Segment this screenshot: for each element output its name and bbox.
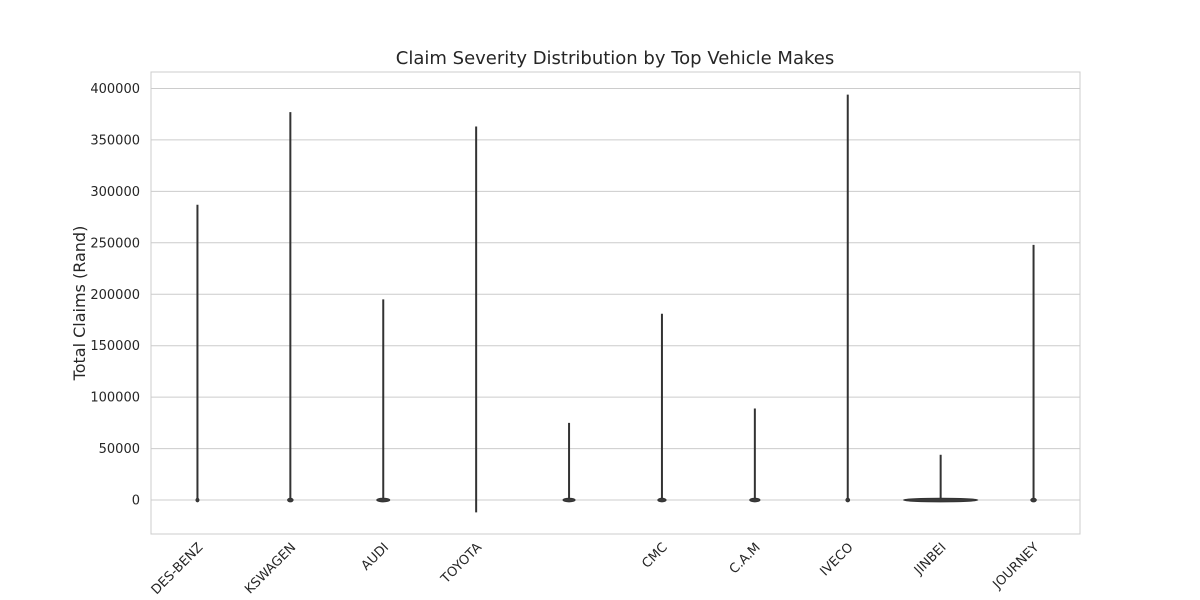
y-tick-label: 50000 [99,442,140,457]
violin [657,313,667,503]
x-tick-label: C.A.M [727,540,764,577]
violin [845,94,851,503]
violin-body [657,497,667,503]
violin [287,112,294,503]
violin-body [845,497,851,503]
violin-body [749,497,761,503]
violin [562,422,576,503]
y-ticks: 0 50000 100000 150000 200000 250000 300000 3500… [90,82,140,509]
y-tick-label: 400000 [90,82,140,97]
violins [195,94,1037,513]
x-tick-label: AUDI [359,540,392,573]
violin [902,454,979,503]
y-tick-label: 300000 [90,185,140,200]
y-tick-label: 200000 [90,288,140,303]
x-tick-label: JOURNEY [990,540,1043,593]
violin-body [562,497,576,503]
y-tick-label: 250000 [90,236,140,251]
y-tick-label: 100000 [90,391,140,406]
violin-body [195,497,200,503]
x-tick-label: JINBEI [911,540,949,578]
violin-body [1030,497,1037,503]
violin-body [902,497,979,503]
x-tick-label: IVECO [817,540,856,579]
violin [376,299,391,503]
violin-body [376,497,391,503]
x-tick-label: DES-BENZ [149,540,207,598]
x-ticks: DES-BENZ KSWAGEN AUDI TOYOTA CMC C.A.M IVECO JI… [149,540,1043,598]
violin [195,204,200,503]
y-tick-label: 150000 [90,339,140,354]
gridlines [151,87,1080,501]
x-tick-label: TOYOTA [438,540,485,587]
x-tick-label: KSWAGEN [242,540,299,597]
violin [1030,244,1037,503]
x-tick-label: CMC [639,540,670,571]
violin-body [287,497,294,503]
y-tick-label: 0 [132,494,140,509]
chart-title: Claim Severity Distribution by Top Vehic… [396,48,834,69]
y-tick-label: 350000 [90,133,140,148]
plot-frame [150,71,1081,535]
y-axis-label: Total Claims (Rand) [70,226,89,382]
violin [749,408,761,503]
